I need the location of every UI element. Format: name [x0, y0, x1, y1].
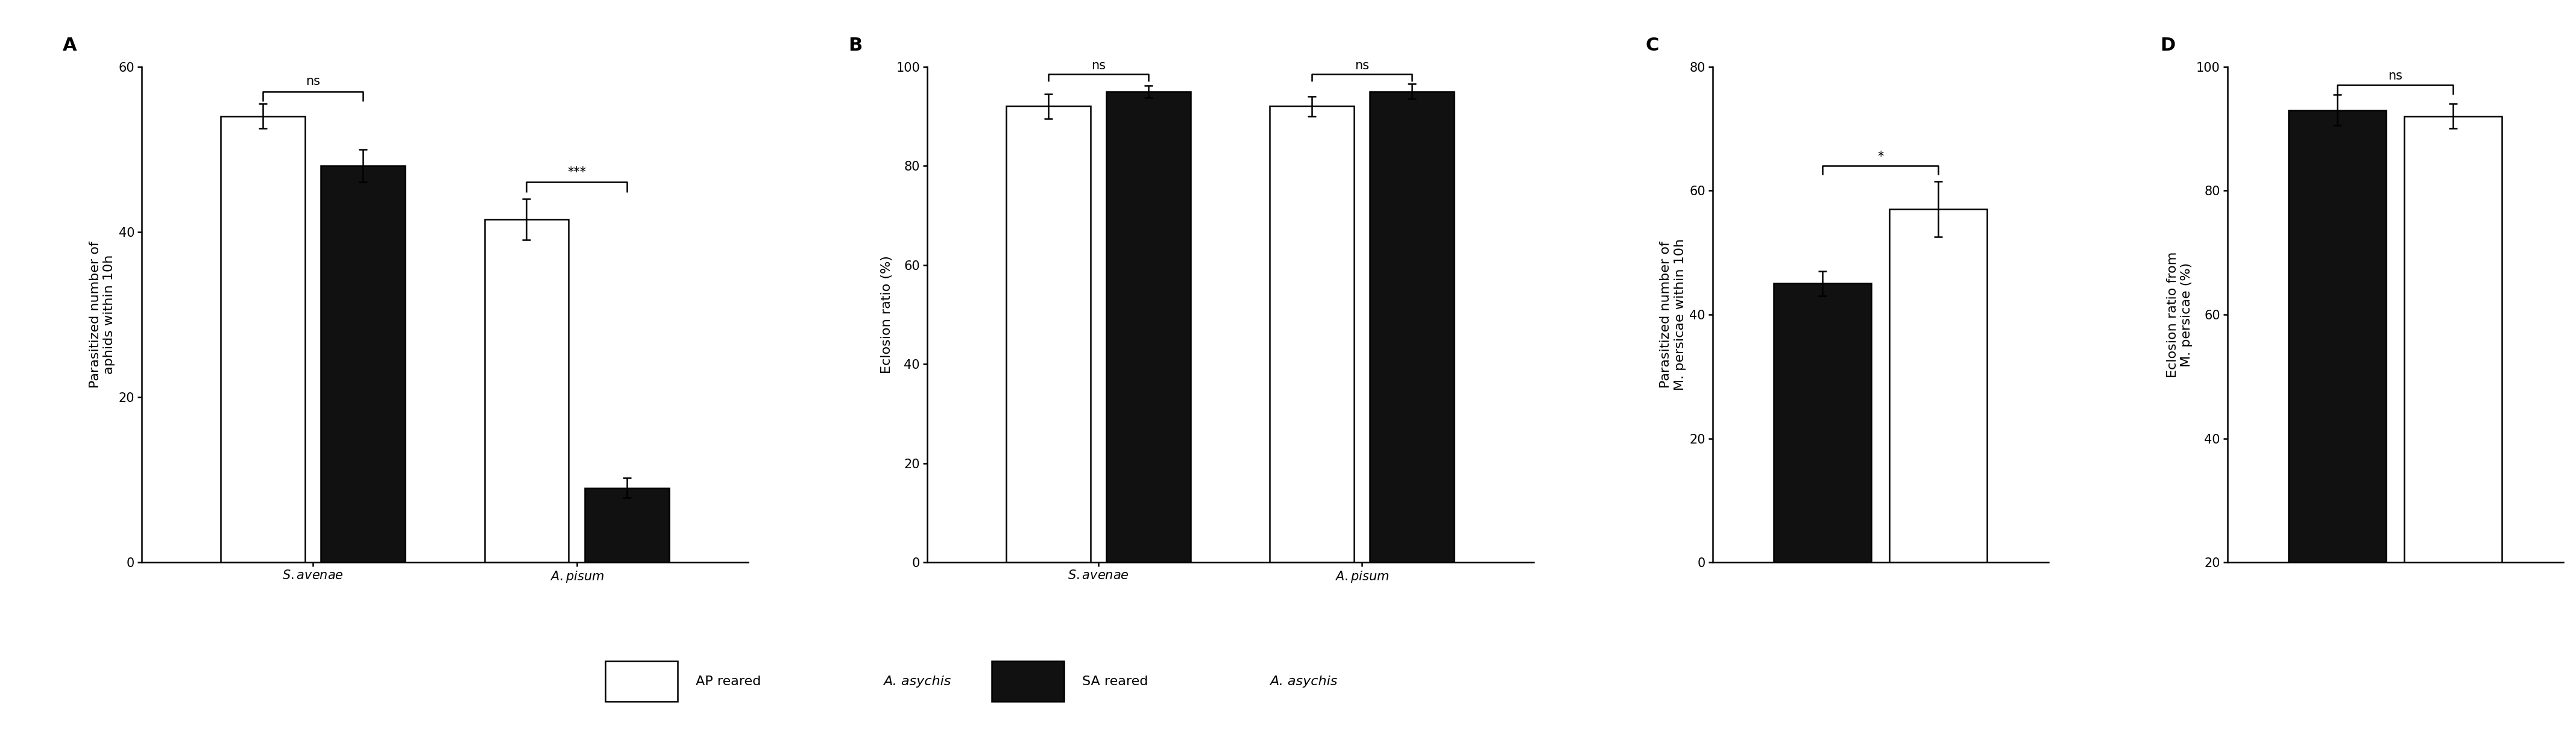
Bar	[484, 220, 569, 562]
Y-axis label: Eclosion ratio (%): Eclosion ratio (%)	[881, 255, 894, 374]
Text: AP reared: AP reared	[696, 676, 765, 687]
Bar	[1007, 107, 1090, 562]
Bar	[585, 488, 670, 562]
Text: B: B	[848, 37, 863, 54]
Y-axis label: Eclosion ratio from
M. persicae (%): Eclosion ratio from M. persicae (%)	[2166, 252, 2192, 377]
Text: ns: ns	[1092, 59, 1105, 72]
Text: A: A	[62, 37, 77, 54]
Text: *: *	[1878, 151, 1883, 163]
Text: ***: ***	[567, 166, 587, 178]
Bar	[1105, 91, 1190, 562]
Bar	[2403, 116, 2501, 687]
Text: SA reared: SA reared	[1082, 676, 1151, 687]
Text: A. asychis: A. asychis	[884, 676, 951, 687]
Bar	[322, 166, 404, 562]
Bar	[222, 116, 304, 562]
Y-axis label: Parasitized number of
M. persicae within 10h: Parasitized number of M. persicae within…	[1659, 238, 1685, 391]
Bar	[1270, 107, 1355, 562]
Bar	[2287, 110, 2385, 687]
Y-axis label: Parasitized number of
aphids within 10h: Parasitized number of aphids within 10h	[90, 241, 116, 388]
Text: ns: ns	[2388, 70, 2403, 82]
Text: C: C	[1646, 37, 1659, 54]
Text: ns: ns	[1355, 59, 1370, 72]
Bar	[1370, 91, 1455, 562]
Text: A. asychis: A. asychis	[1270, 676, 1337, 687]
Bar	[1772, 283, 1870, 562]
Bar	[1891, 209, 1986, 562]
Text: ns: ns	[307, 75, 319, 87]
Text: D: D	[2161, 37, 2174, 54]
